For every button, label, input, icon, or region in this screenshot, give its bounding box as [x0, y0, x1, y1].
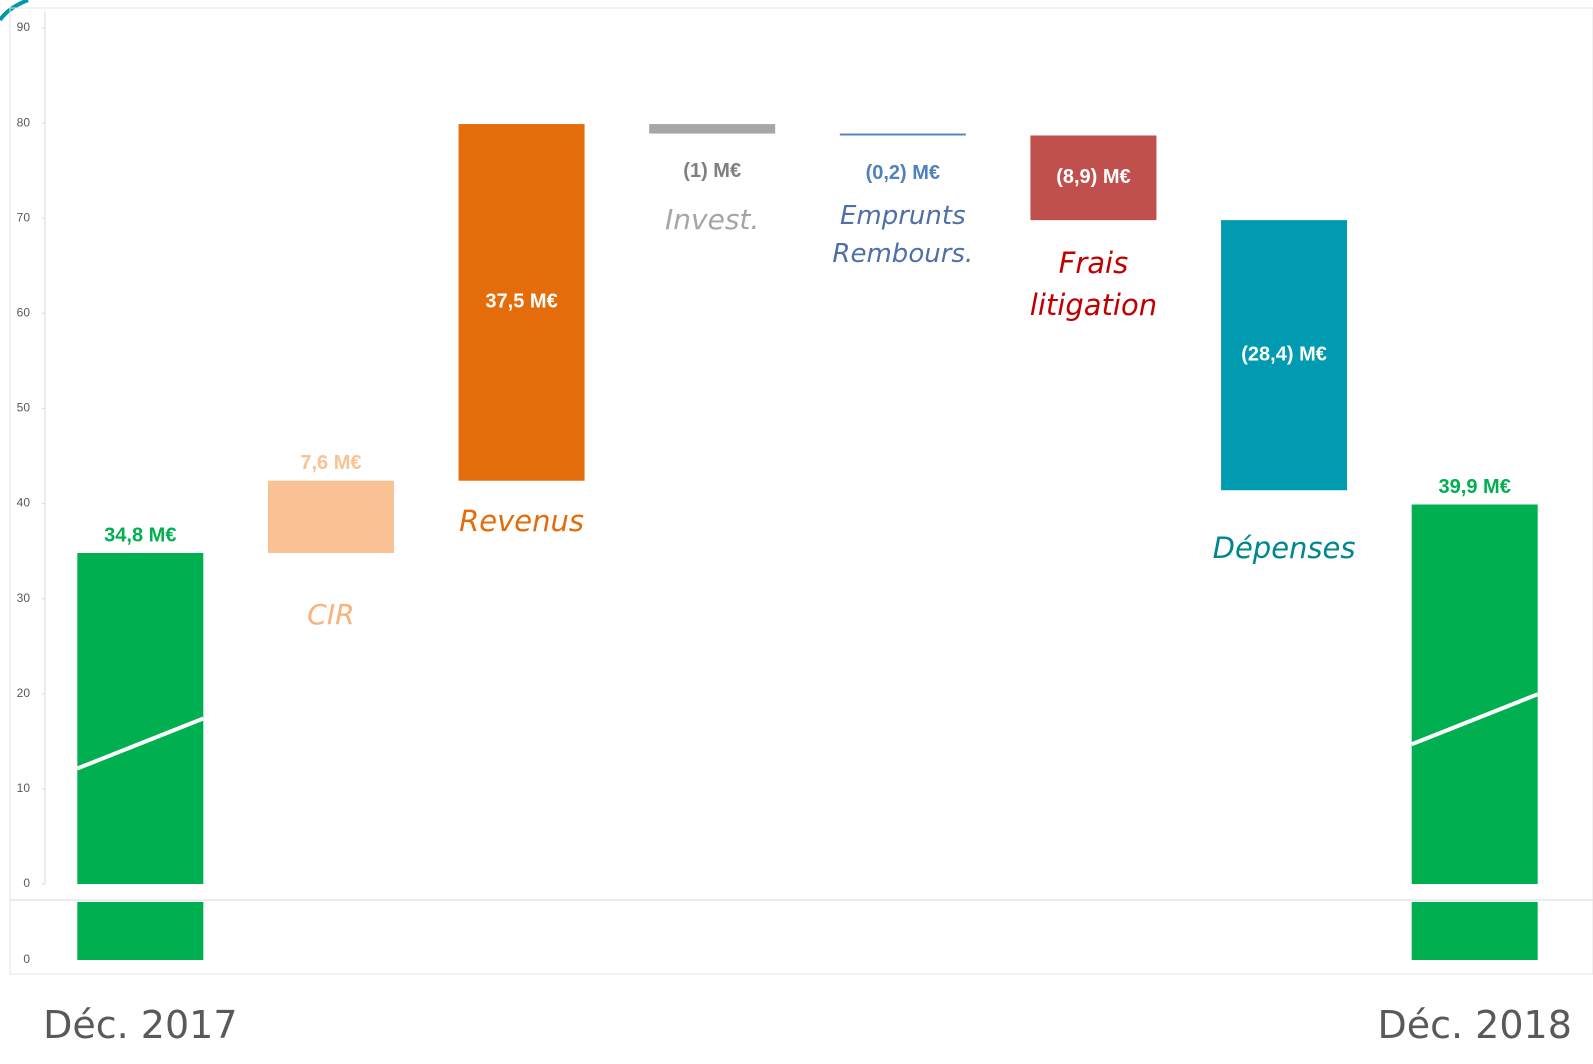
y-tick-label: 60 [17, 306, 31, 320]
break-mark [76, 716, 205, 771]
value-label: (1) M€ [683, 160, 741, 182]
bar [267, 480, 394, 554]
x-category-label: Déc. 2018 [1377, 1003, 1572, 1047]
y-tick-label: 20 [17, 686, 31, 700]
y-tick-label: 30 [17, 591, 31, 605]
bar [1030, 135, 1157, 221]
category-label: CIR [307, 598, 355, 631]
bar-broken-part [77, 902, 204, 960]
value-label: 7,6 M€ [300, 452, 361, 474]
y-tick-label: 10 [17, 781, 31, 795]
plot-frame [9, 7, 1593, 975]
bar [77, 553, 204, 884]
category-label: Invest. [665, 203, 760, 236]
category-label: Emprunts Rembours. [832, 201, 974, 269]
y-tick-label: 0 [23, 952, 30, 966]
y-tick-label: 90 [17, 20, 31, 34]
category-label: Frais litigation [1029, 246, 1158, 323]
value-label: (28,4) M€ [1241, 343, 1327, 365]
bar [458, 124, 585, 481]
value-label: 39,9 M€ [1439, 476, 1511, 498]
bar [1411, 504, 1538, 884]
y-tick-label: 50 [17, 401, 31, 415]
corner-decoration [0, 0, 29, 22]
value-label: (8,9) M€ [1056, 166, 1130, 188]
y-tick-label: 0 [23, 876, 30, 890]
y-tick-label: 40 [17, 496, 31, 510]
y-tick-label: 70 [17, 210, 31, 224]
y-tick-label: 80 [17, 115, 31, 129]
bar-broken-part [1411, 902, 1538, 960]
category-label: Dépenses [1212, 531, 1356, 565]
value-label: 37,5 M€ [485, 291, 557, 313]
category-label: Revenus [459, 504, 584, 538]
value-label: 34,8 M€ [104, 524, 176, 546]
x-category-label: Déc. 2017 [43, 1003, 238, 1047]
bar [1221, 220, 1348, 491]
break-mark [1410, 692, 1539, 747]
bar [839, 133, 966, 136]
value-label: (0,2) M€ [866, 162, 940, 184]
bar [649, 124, 776, 134]
